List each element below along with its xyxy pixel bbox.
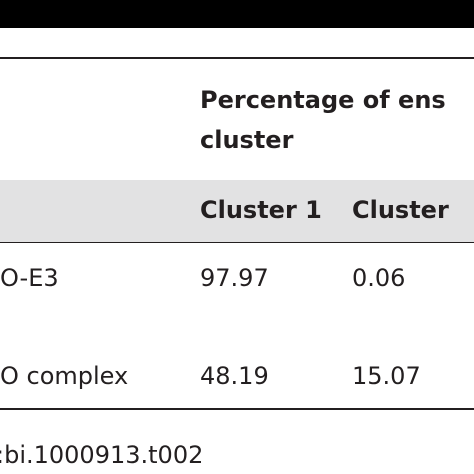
column-header: Cluster 1 <box>200 196 322 224</box>
top-bar <box>0 0 474 28</box>
header-title-line: Percentage of ens <box>200 86 446 114</box>
cell: O-E3 <box>0 264 59 292</box>
footer: :bi.1000913.t002 <box>0 441 204 469</box>
column-header: Cluster <box>352 196 449 224</box>
cell: 0.06 <box>352 264 406 292</box>
rule <box>0 408 474 410</box>
cell: O complex <box>0 362 129 390</box>
cell: 97.97 <box>200 264 269 292</box>
header-title-line: cluster <box>200 126 294 154</box>
rule <box>0 242 474 243</box>
column-header-row <box>0 180 474 242</box>
cell: 15.07 <box>352 362 421 390</box>
rule <box>0 57 474 59</box>
cell: 48.19 <box>200 362 269 390</box>
